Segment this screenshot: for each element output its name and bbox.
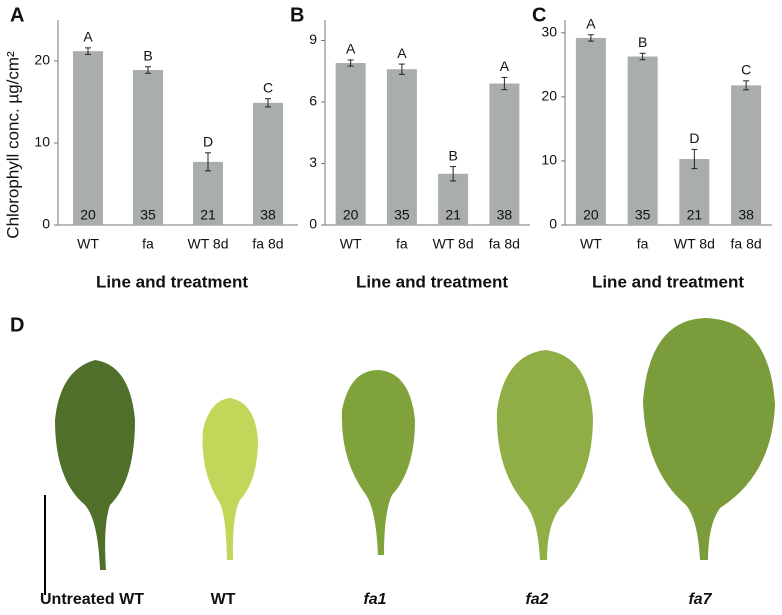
significance-letter: A bbox=[500, 58, 510, 74]
y-tick-label: 9 bbox=[309, 31, 317, 47]
significance-letter: C bbox=[263, 79, 273, 95]
bar bbox=[627, 56, 658, 225]
bar bbox=[133, 70, 163, 226]
y-tick-label: 6 bbox=[309, 93, 317, 109]
significance-letter: A bbox=[397, 45, 407, 61]
sample-size: 35 bbox=[140, 207, 156, 223]
bar bbox=[253, 102, 283, 225]
sample-size: 20 bbox=[583, 207, 599, 223]
x-tick-label: fa 8d bbox=[252, 236, 283, 252]
significance-letter: A bbox=[586, 15, 596, 31]
bar bbox=[193, 161, 223, 225]
significance-letter: A bbox=[346, 41, 356, 57]
significance-letter: B bbox=[448, 147, 457, 163]
y-tick-label: 20 bbox=[34, 52, 50, 68]
sample-size: 38 bbox=[738, 207, 754, 223]
panel-label: D bbox=[10, 314, 24, 336]
sample-size: 35 bbox=[635, 207, 651, 223]
sample-size: 21 bbox=[445, 207, 461, 223]
panel-label: C bbox=[532, 4, 546, 26]
x-tick-label: fa 8d bbox=[489, 236, 520, 252]
significance-letter: D bbox=[203, 134, 213, 150]
bar bbox=[386, 69, 417, 225]
y-tick-label: 10 bbox=[34, 134, 50, 150]
x-tick-label: fa bbox=[396, 236, 408, 252]
bar bbox=[335, 63, 366, 225]
y-tick-label: 0 bbox=[42, 216, 50, 232]
bar bbox=[731, 85, 762, 225]
x-tick-label: WT 8d bbox=[433, 236, 474, 252]
sample-size: 20 bbox=[80, 207, 96, 223]
x-tick-label: WT bbox=[77, 236, 99, 252]
y-axis-label: Chlorophyll conc. µg/cm² bbox=[3, 51, 22, 239]
y-tick-label: 0 bbox=[309, 216, 317, 232]
x-tick-label: fa 8d bbox=[731, 236, 762, 252]
x-tick-label: fa bbox=[142, 236, 154, 252]
y-tick-label: 0 bbox=[549, 216, 557, 232]
leaf-label: fa1 bbox=[363, 591, 386, 608]
leaf-label: Untreated WT bbox=[40, 591, 144, 608]
x-tick-label: WT 8d bbox=[188, 236, 229, 252]
sample-size: 20 bbox=[343, 207, 359, 223]
y-tick-label: 3 bbox=[309, 154, 317, 170]
x-tick-label: fa bbox=[637, 236, 649, 252]
y-tick-label: 30 bbox=[541, 24, 557, 40]
sample-size: 21 bbox=[687, 207, 703, 223]
y-tick-label: 20 bbox=[541, 88, 557, 104]
bar bbox=[438, 173, 469, 225]
leaf-photos bbox=[44, 318, 775, 595]
significance-letter: B bbox=[143, 47, 152, 63]
significance-letter: B bbox=[638, 34, 647, 50]
bar bbox=[489, 83, 520, 225]
x-tick-label: WT bbox=[340, 236, 362, 252]
bar bbox=[575, 37, 606, 225]
sample-size: 21 bbox=[200, 207, 216, 223]
leaf-label: fa7 bbox=[688, 591, 712, 608]
y-tick-label: 10 bbox=[541, 152, 557, 168]
x-tick-label: WT 8d bbox=[674, 236, 715, 252]
x-tick-label: WT bbox=[580, 236, 602, 252]
sample-size: 38 bbox=[260, 207, 276, 223]
panel-label: A bbox=[10, 4, 24, 26]
x-axis-label: Line and treatment bbox=[96, 272, 248, 291]
sample-size: 35 bbox=[394, 207, 410, 223]
x-axis-label: Line and treatment bbox=[356, 272, 508, 291]
bar bbox=[679, 159, 710, 225]
panel-label: B bbox=[290, 4, 304, 26]
x-axis-label: Line and treatment bbox=[592, 272, 744, 291]
significance-letter: D bbox=[689, 130, 699, 146]
significance-letter: C bbox=[741, 62, 751, 78]
leaf-label: fa2 bbox=[525, 591, 548, 608]
leaf-label: WT bbox=[211, 591, 236, 608]
significance-letter: A bbox=[83, 29, 93, 45]
bar bbox=[73, 51, 103, 225]
sample-size: 38 bbox=[497, 207, 513, 223]
